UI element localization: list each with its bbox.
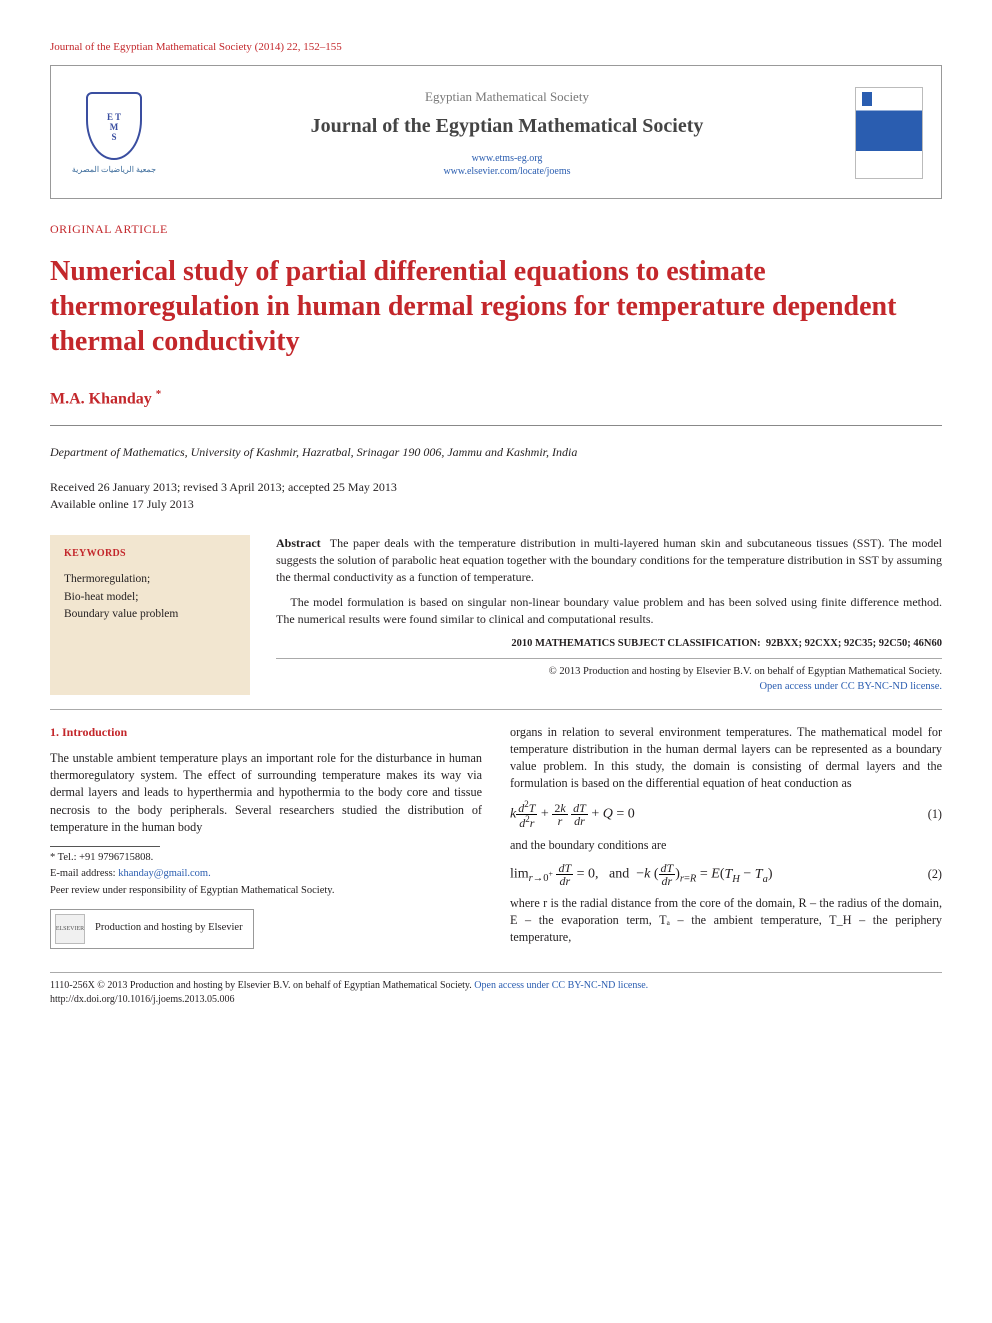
hosting-box: ELSEVIER Production and hosting by Elsev… — [50, 909, 254, 949]
journal-name: Journal of the Egyptian Mathematical Soc… — [159, 112, 855, 140]
equation-2: limr→0+ dTdr = 0, and −k (dTdr)r=R = E(T… — [510, 862, 942, 887]
journal-links: www.etms-eg.org www.elsevier.com/locate/… — [159, 152, 855, 178]
footnote-tel: * Tel.: +91 9796715808. — [50, 851, 482, 866]
society-arabic-name: جمعية الرياضيات المصرية — [72, 164, 156, 175]
shield-icon: E T M S — [86, 92, 142, 160]
hosting-text: Production and hosting by Elsevier — [95, 921, 243, 936]
author-name: M.A. Khanday * — [50, 387, 942, 411]
separator — [50, 709, 942, 710]
cc-license-link[interactable]: Open access under CC BY-NC-ND license. — [474, 980, 648, 991]
elsevier-logo-icon: ELSEVIER — [55, 914, 85, 944]
abstract-column: Abstract The paper deals with the temper… — [276, 535, 942, 694]
msc-classification: 2010 MATHEMATICS SUBJECT CLASSIFICATION:… — [276, 637, 942, 652]
journal-header: E T M S جمعية الرياضيات المصرية Egyptian… — [50, 65, 942, 199]
body-two-column: 1. Introduction The unstable ambient tem… — [50, 724, 942, 955]
journal-link-1[interactable]: www.etms-eg.org — [159, 152, 855, 165]
journal-reference: Journal of the Egyptian Mathematical Soc… — [50, 40, 942, 55]
intro-paragraph: The unstable ambient temperature plays a… — [50, 750, 482, 835]
email-link[interactable]: khanday@gmail.com. — [118, 868, 210, 879]
article-title: Numerical study of partial differential … — [50, 254, 942, 359]
cc-license-link[interactable]: Open access under CC BY-NC-ND license. — [759, 681, 942, 692]
keyword-item: Thermoregulation; — [64, 571, 236, 588]
equation-1: kd2Td2r + 2kr dTdr + Q = 0 (1) — [510, 800, 942, 829]
abstract-p1: Abstract The paper deals with the temper… — [276, 535, 942, 585]
abstract-p2: The model formulation is based on singul… — [276, 594, 942, 628]
doi-link[interactable]: http://dx.doi.org/10.1016/j.joems.2013.0… — [50, 994, 235, 1005]
author-affiliation: Department of Mathematics, University of… — [50, 444, 942, 461]
keyword-item: Bio-heat model; — [64, 589, 236, 606]
copyright-line: © 2013 Production and hosting by Elsevie… — [276, 665, 942, 694]
separator — [276, 658, 942, 659]
footnote-email: E-mail address: khanday@gmail.com. — [50, 867, 482, 882]
equation-number: (2) — [908, 866, 942, 883]
author-corresponding-mark: * — [156, 388, 162, 400]
equation-number: (1) — [908, 806, 942, 823]
keywords-heading: KEYWORDS — [64, 547, 236, 561]
society-name: Egyptian Mathematical Society — [159, 88, 855, 106]
journal-cover-thumbnail — [855, 87, 923, 179]
separator — [50, 425, 942, 426]
keywords-abstract-row: KEYWORDS Thermoregulation; Bio-heat mode… — [50, 535, 942, 694]
society-logo: E T M S جمعية الرياضيات المصرية — [69, 78, 159, 188]
intro-paragraph-cont: organs in relation to several environmen… — [510, 724, 942, 792]
bc-intro-text: and the boundary conditions are — [510, 837, 942, 854]
keywords-box: KEYWORDS Thermoregulation; Bio-heat mode… — [50, 535, 250, 694]
section-heading-introduction: 1. Introduction — [50, 724, 482, 741]
dates-received: Received 26 January 2013; revised 3 Apri… — [50, 479, 942, 496]
footnote-block: * Tel.: +91 9796715808. E-mail address: … — [50, 846, 482, 949]
page-footer: 1110-256X © 2013 Production and hosting … — [50, 972, 942, 1007]
footnote-peer-review: Peer review under responsibility of Egyp… — [50, 884, 482, 899]
article-dates: Received 26 January 2013; revised 3 Apri… — [50, 479, 942, 514]
dates-online: Available online 17 July 2013 — [50, 496, 942, 513]
journal-link-2[interactable]: www.elsevier.com/locate/joems — [159, 165, 855, 178]
article-type: ORIGINAL ARTICLE — [50, 221, 942, 238]
where-text: where r is the radial distance from the … — [510, 895, 942, 946]
keyword-item: Boundary value problem — [64, 606, 236, 623]
header-center: Egyptian Mathematical Society Journal of… — [159, 88, 855, 178]
